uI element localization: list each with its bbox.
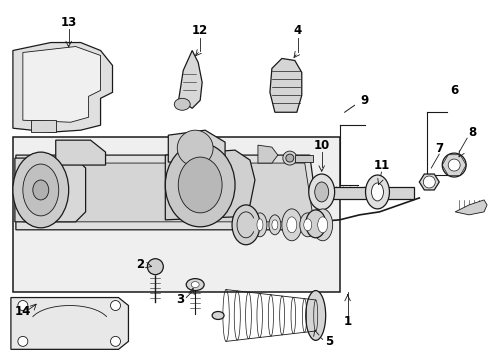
- Ellipse shape: [23, 164, 59, 216]
- Ellipse shape: [18, 301, 28, 310]
- Ellipse shape: [282, 151, 296, 165]
- Ellipse shape: [271, 220, 277, 230]
- Ellipse shape: [256, 219, 263, 231]
- Text: 3: 3: [176, 293, 184, 306]
- Polygon shape: [15, 158, 85, 222]
- Ellipse shape: [423, 176, 434, 188]
- Ellipse shape: [110, 336, 120, 346]
- Ellipse shape: [312, 209, 332, 241]
- Polygon shape: [269, 58, 301, 112]
- Bar: [319, 187, 413, 199]
- Polygon shape: [178, 50, 202, 108]
- Ellipse shape: [252, 213, 266, 237]
- Ellipse shape: [268, 215, 280, 235]
- Ellipse shape: [18, 336, 28, 346]
- Polygon shape: [419, 174, 438, 190]
- Text: 4: 4: [293, 24, 301, 37]
- Ellipse shape: [308, 174, 334, 210]
- Ellipse shape: [110, 301, 120, 310]
- Text: 8: 8: [467, 126, 475, 139]
- Ellipse shape: [212, 311, 224, 319]
- Ellipse shape: [165, 143, 235, 227]
- Polygon shape: [31, 120, 56, 132]
- Ellipse shape: [317, 217, 327, 233]
- Ellipse shape: [314, 182, 328, 202]
- Ellipse shape: [186, 279, 203, 291]
- Ellipse shape: [177, 130, 213, 166]
- Polygon shape: [13, 42, 112, 132]
- Ellipse shape: [447, 159, 459, 171]
- Text: 10: 10: [313, 139, 329, 152]
- Polygon shape: [23, 46, 101, 122]
- Ellipse shape: [232, 205, 260, 245]
- Ellipse shape: [286, 217, 296, 233]
- Polygon shape: [165, 150, 254, 220]
- Bar: [13, 137, 339, 292]
- Ellipse shape: [305, 291, 325, 340]
- Ellipse shape: [174, 98, 190, 110]
- Ellipse shape: [281, 209, 301, 241]
- Ellipse shape: [441, 153, 465, 177]
- Ellipse shape: [33, 180, 49, 200]
- Ellipse shape: [285, 154, 293, 162]
- Ellipse shape: [147, 259, 163, 275]
- Text: 7: 7: [434, 141, 443, 155]
- Ellipse shape: [299, 213, 315, 237]
- Ellipse shape: [191, 282, 199, 288]
- Text: 6: 6: [449, 84, 457, 97]
- Polygon shape: [23, 163, 313, 222]
- Bar: [294, 155, 312, 162]
- Text: 13: 13: [61, 16, 77, 29]
- Polygon shape: [16, 155, 319, 230]
- Polygon shape: [258, 145, 277, 163]
- Polygon shape: [56, 140, 105, 165]
- Text: 9: 9: [360, 94, 368, 107]
- Ellipse shape: [178, 157, 222, 213]
- Polygon shape: [454, 200, 486, 215]
- Polygon shape: [168, 130, 224, 162]
- Text: 1: 1: [343, 315, 351, 328]
- Text: 5: 5: [325, 335, 333, 348]
- Ellipse shape: [303, 219, 311, 231]
- Text: 2: 2: [136, 258, 144, 271]
- Ellipse shape: [13, 152, 68, 228]
- Text: 11: 11: [372, 158, 389, 172]
- Polygon shape: [11, 298, 128, 349]
- Ellipse shape: [371, 183, 383, 201]
- Text: 12: 12: [192, 24, 208, 37]
- Text: 14: 14: [15, 305, 31, 318]
- Ellipse shape: [305, 210, 325, 238]
- Ellipse shape: [365, 175, 388, 209]
